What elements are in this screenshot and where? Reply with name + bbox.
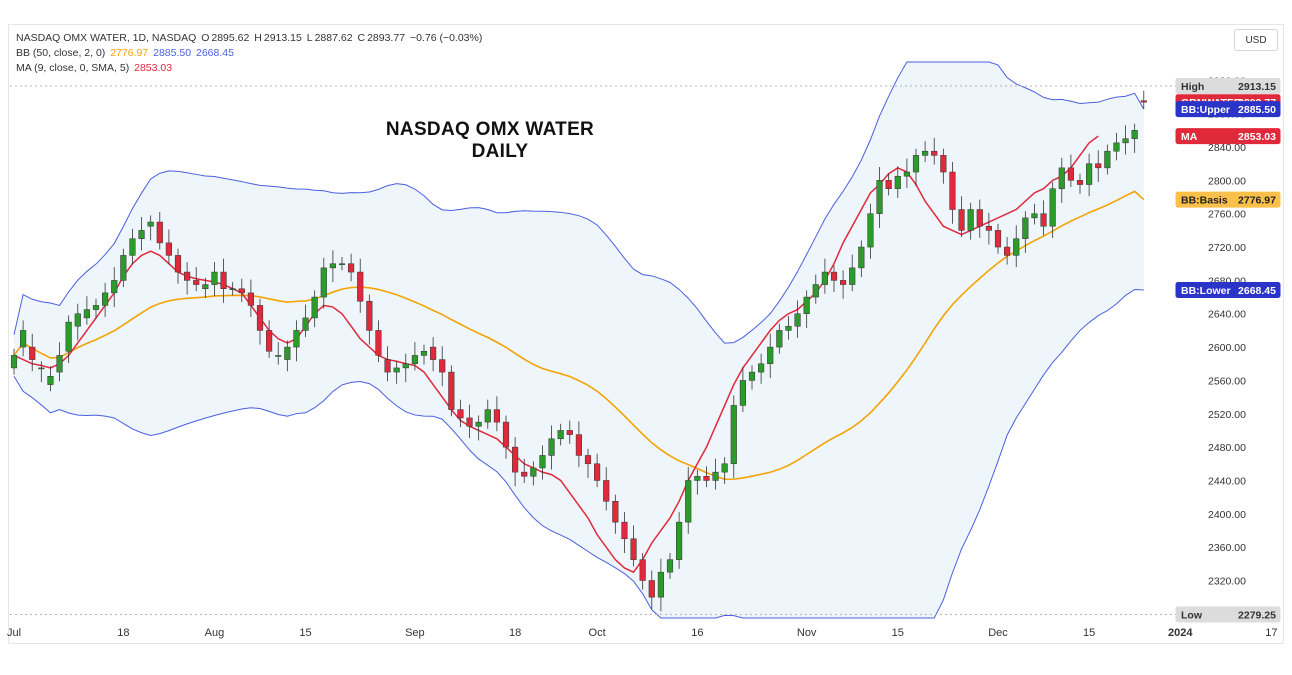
currency-button[interactable]: USD <box>1234 29 1278 51</box>
bb-upper-value: 2885.50 <box>153 47 192 59</box>
chart-title-line1: NASDAQ OMX WATER <box>385 119 595 140</box>
legend-bb-line: BB (50, close, 2, 0) 2776.97 2885.50 266… <box>16 47 236 59</box>
legend-ma-line: MA (9, close, 0, SMA, 5) 2853.03 <box>16 62 174 74</box>
low-value: 2887.62 <box>314 32 353 44</box>
close-label: C <box>357 32 366 44</box>
open-value: 2895.62 <box>211 32 250 44</box>
ma-value: 2853.03 <box>134 62 173 74</box>
open-label: O <box>201 32 210 44</box>
change-value: −0.76 (−0.03%) <box>409 32 483 44</box>
bb-label: BB (50, close, 2, 0) <box>16 47 106 59</box>
bb-basis-value: 2776.97 <box>110 47 149 59</box>
high-label: H <box>254 32 262 44</box>
low-label: L <box>306 32 313 44</box>
close-value: 2893.77 <box>367 32 406 44</box>
legend-symbol: NASDAQ OMX WATER, 1D, NASDAQ <box>16 32 197 44</box>
chart-frame <box>8 24 1284 644</box>
bb-lower-value: 2668.45 <box>196 47 234 59</box>
ma-label: MA (9, close, 0, SMA, 5) <box>16 62 130 74</box>
chart-title-line2: DAILY <box>471 141 529 162</box>
high-value: 2913.15 <box>263 32 302 44</box>
